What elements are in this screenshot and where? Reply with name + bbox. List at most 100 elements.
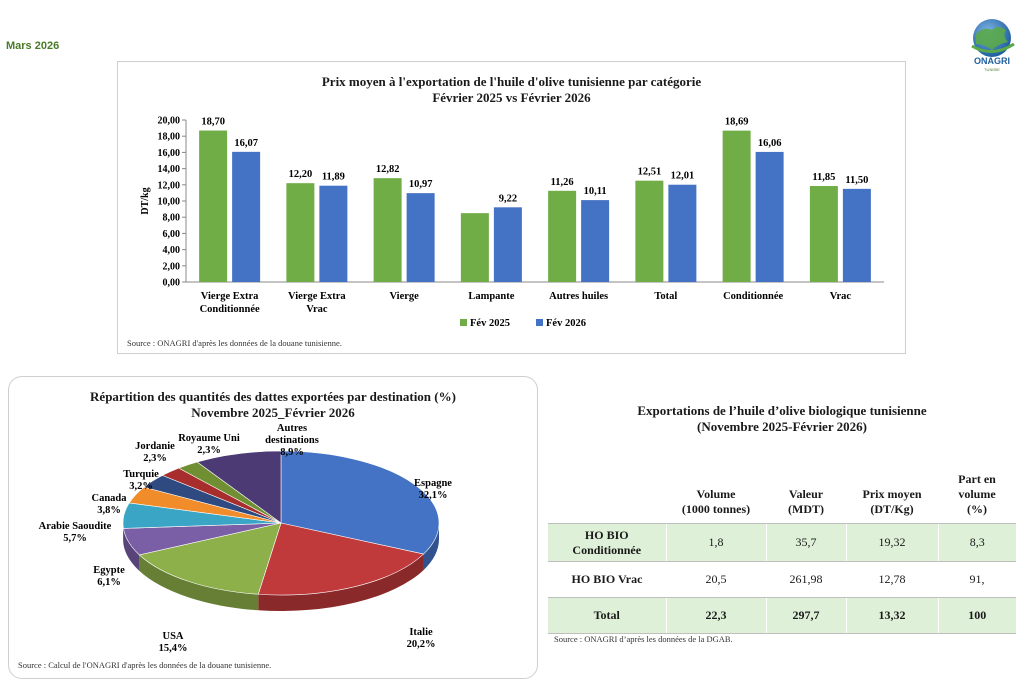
cell-prix: 13,32 bbox=[845, 597, 938, 634]
header-part: Part en volume (%) bbox=[938, 470, 1016, 524]
row-label: HO BIO Vrac bbox=[548, 561, 666, 598]
y-tick-label: 16,00 bbox=[158, 148, 181, 159]
bar-value-label: 12,51 bbox=[638, 167, 662, 178]
bar-chart-panel: Prix moyen à l'exportation de l'huile d'… bbox=[117, 61, 906, 354]
pie-label-name: Canada bbox=[91, 493, 127, 504]
pie-slice-side bbox=[423, 523, 439, 571]
pie-label-value: 2,3% bbox=[143, 453, 167, 464]
row-label-line1: HO BIO bbox=[584, 527, 629, 542]
pie-label-name: Turquie bbox=[123, 469, 159, 480]
bar-fev-2026 bbox=[755, 151, 784, 282]
bar-value-label: 12,20 bbox=[289, 169, 313, 180]
pie-slice-side bbox=[139, 554, 259, 611]
pie-chart-title: Répartition des quantités des dattes exp… bbox=[9, 389, 537, 421]
legend-label: Fév 2025 bbox=[470, 318, 510, 329]
header-valeur: Valeur (MDT) bbox=[766, 470, 846, 524]
bar-fev-2026 bbox=[319, 185, 348, 282]
cell-prix: 12,78 bbox=[846, 561, 938, 598]
header-valeur-line2: (MDT) bbox=[788, 502, 824, 516]
onagri-logo: ONAGRI TUNISIE bbox=[971, 19, 1015, 72]
header-valeur-line1: Valeur bbox=[788, 487, 824, 501]
cell-valeur: 35,7 bbox=[765, 523, 846, 562]
y-tick-label: 4,00 bbox=[163, 245, 181, 256]
pie-label-value: 15,4% bbox=[159, 643, 188, 654]
y-tick-label: 2,00 bbox=[163, 261, 181, 272]
pie-label-name: destinations bbox=[265, 435, 319, 446]
pie-chart-title-line2: Novembre 2025_Février 2026 bbox=[191, 405, 355, 420]
header-empty bbox=[548, 470, 666, 524]
bar-value-label: 16,06 bbox=[758, 138, 782, 149]
bar-value-label: 11,85 bbox=[812, 172, 835, 183]
cell-part: 100 bbox=[937, 597, 1016, 634]
bar-fev-2025 bbox=[286, 183, 315, 282]
pie-label-value: 5,7% bbox=[63, 533, 87, 544]
cell-valeur: 297,7 bbox=[765, 597, 846, 634]
pie-chart-panel: Répartition des quantités des dattes exp… bbox=[8, 376, 538, 679]
bar-value-label: 11,26 bbox=[551, 177, 574, 188]
row-label: HO BIO Conditionnée bbox=[548, 523, 666, 562]
row-label-line1: HO BIO Vrac bbox=[571, 572, 643, 586]
table-title-line2: (Novembre 2025-Février 2026) bbox=[697, 419, 867, 434]
bar-chart-source: Source : ONAGRI d'après les données de l… bbox=[127, 338, 342, 348]
bar-value-label: 12,82 bbox=[376, 164, 400, 175]
bar-fev-2025 bbox=[460, 213, 489, 282]
legend-label: Fév 2026 bbox=[546, 318, 586, 329]
legend-swatch bbox=[536, 319, 543, 326]
row-label-line2: Conditionnée bbox=[572, 542, 642, 557]
pie-label-name: USA bbox=[162, 631, 183, 642]
x-tick-label: Conditionnée bbox=[200, 304, 260, 315]
pie-slice-espagne bbox=[280, 450, 440, 555]
organic-exports-table: Volume (1000 tonnes) Valeur (MDT) Prix m… bbox=[548, 470, 1016, 634]
pie-label-value: 6,1% bbox=[97, 577, 121, 588]
header-volume-line2: (1000 tonnes) bbox=[681, 502, 751, 516]
y-axis-label: DT/kg bbox=[140, 187, 151, 214]
y-tick-label: 12,00 bbox=[158, 180, 181, 191]
globe-land bbox=[976, 27, 1008, 50]
table-title: Exportations de l’huile d’olive biologiq… bbox=[548, 403, 1016, 435]
pie-label-name: Jordanie bbox=[135, 441, 175, 452]
header-prix: Prix moyen (DT/Kg) bbox=[846, 470, 938, 524]
x-tick-label: Vierge Extra bbox=[288, 291, 346, 302]
pie-label-value: 2,3% bbox=[197, 445, 221, 456]
x-tick-label: Vrac bbox=[830, 291, 852, 302]
header-part-line2: volume bbox=[958, 487, 996, 501]
cell-volume: 22,3 bbox=[665, 597, 766, 634]
header-part-line3: (%) bbox=[967, 502, 987, 516]
cell-prix: 19,32 bbox=[845, 523, 938, 562]
bar-fev-2026 bbox=[842, 188, 871, 282]
header-prix-line1: Prix moyen bbox=[862, 487, 922, 501]
pie-label-name: Royaume Uni bbox=[178, 433, 240, 444]
cell-part: 8,3 bbox=[937, 523, 1016, 562]
bar-fev-2026 bbox=[493, 207, 522, 282]
bar-fev-2025 bbox=[199, 130, 228, 282]
pie-label-name: Egypte bbox=[93, 565, 125, 576]
row-label: Total bbox=[548, 597, 666, 634]
bar-fev-2026 bbox=[406, 193, 435, 282]
y-tick-label: 18,00 bbox=[158, 132, 181, 143]
row-label-line1: Total bbox=[593, 608, 620, 622]
bar-fev-2025 bbox=[373, 178, 402, 282]
x-tick-label: Vrac bbox=[306, 304, 328, 315]
pie-slice-usa bbox=[138, 522, 282, 595]
pie-label-value: 8,9% bbox=[280, 447, 304, 458]
bar-chart: 0,00 2,00 4,00 6,00 8,00 10,00 12,00 14,00 16,00… bbox=[140, 116, 884, 329]
pie-chart-source: Source : Calcul de l'ONAGRI d'après les … bbox=[18, 660, 272, 670]
logo-subtext: TUNISIE bbox=[984, 67, 1000, 72]
table-row: HO BIO Conditionnée 1,8 35,7 19,32 8,3 bbox=[548, 523, 1016, 562]
logo-text: ONAGRI bbox=[974, 56, 1010, 66]
y-tick-label: 14,00 bbox=[158, 164, 181, 175]
pie-label-name: Italie bbox=[409, 627, 433, 638]
bar-value-label: 12,01 bbox=[671, 171, 695, 182]
pie-label-value: 32,1% bbox=[419, 490, 448, 501]
bar-fev-2025 bbox=[548, 190, 577, 282]
bar-value-label: 10,97 bbox=[409, 179, 433, 190]
bar-value-label: 11,89 bbox=[322, 172, 345, 183]
bar-chart-title-line2: Février 2025 vs Février 2026 bbox=[432, 90, 591, 105]
table-source: Source : ONAGRI d’après les données de l… bbox=[554, 634, 733, 644]
pie-label-name: Arabie Saoudite bbox=[39, 521, 112, 532]
y-tick-label: 10,00 bbox=[158, 197, 181, 208]
bar-chart-title-line1: Prix moyen à l'exportation de l'huile d'… bbox=[321, 74, 702, 89]
bar-value-label: 18,70 bbox=[201, 117, 225, 128]
pie-label-value: 20,2% bbox=[407, 639, 436, 650]
